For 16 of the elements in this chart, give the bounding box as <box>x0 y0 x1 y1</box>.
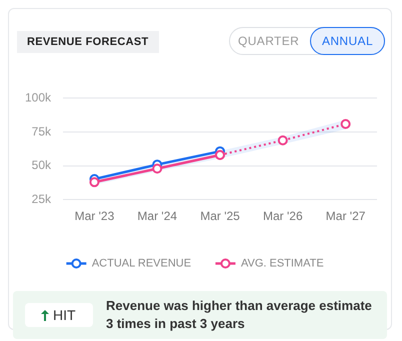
y-tick-label: 100k <box>24 90 52 105</box>
text: QUARTER <box>238 34 300 48</box>
x-tick-label: Mar '23 <box>74 209 115 224</box>
text: Revenue was higher than average estimate 3 times in past 3 years <box>106 297 373 333</box>
x-tick-label: Mar '27 <box>326 209 366 224</box>
y-tick-label: 75k <box>32 124 52 138</box>
text: ANNUAL <box>310 27 385 55</box>
text: HIT <box>53 307 76 323</box>
x-tick-label: Mar '26 <box>262 209 303 224</box>
y-tick-label: 25k <box>32 192 52 206</box>
legend-label: ACTUAL REVENUE <box>92 258 192 270</box>
x-tick-label: Mar '24 <box>137 209 178 224</box>
chart-title: REVENUE FORECAST <box>17 31 159 53</box>
legend-label: AVG. ESTIMATE <box>240 258 324 270</box>
x-tick-label: Mar '25 <box>200 209 240 224</box>
y-tick-label: 50k <box>32 158 52 172</box>
